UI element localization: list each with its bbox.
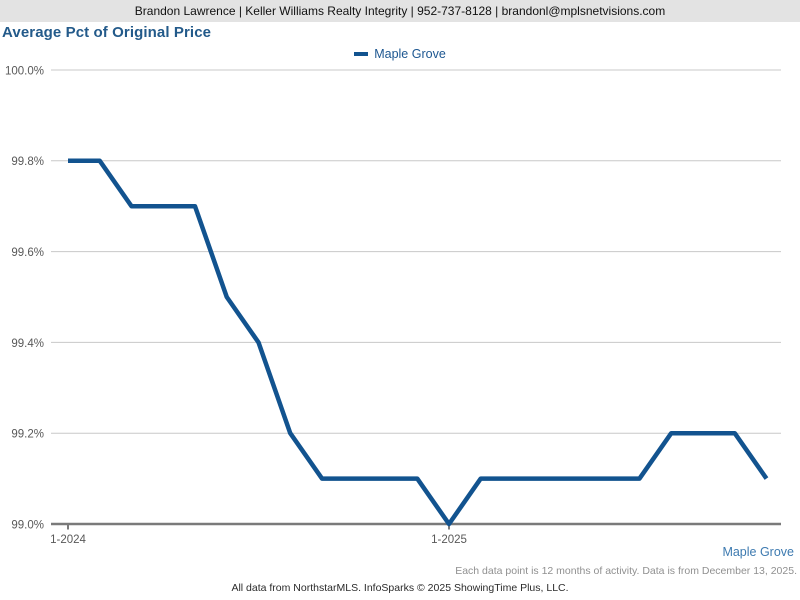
y-tick-label: 100.0% (5, 65, 44, 77)
footer-series-label: Maple Grove (722, 545, 794, 559)
y-tick-label: 99.8% (11, 156, 44, 168)
legend-label: Maple Grove (374, 47, 446, 61)
x-tick-label: 1-2025 (431, 534, 467, 546)
x-tick-label: 1-2024 (50, 534, 86, 546)
legend-line-swatch (354, 52, 369, 56)
header-contact-text: Brandon Lawrence | Keller Williams Realt… (134, 4, 666, 18)
footer-attribution: All data from NorthstarMLS. InfoSparks ©… (231, 582, 569, 594)
y-tick-label: 99.4% (11, 338, 44, 350)
y-tick-label: 99.2% (11, 429, 44, 441)
page-title: Average Pct of Original Price (2, 24, 212, 41)
series-line-maple-grove (68, 158, 769, 527)
header-bar: Brandon Lawrence | Keller Williams Realt… (0, 0, 800, 22)
y-tick-label: 99.0% (11, 519, 44, 531)
footer-note: Each data point is 12 months of activity… (455, 565, 797, 577)
chart-legend: Maple Grove (0, 46, 800, 62)
y-tick-label: 99.6% (11, 247, 44, 259)
